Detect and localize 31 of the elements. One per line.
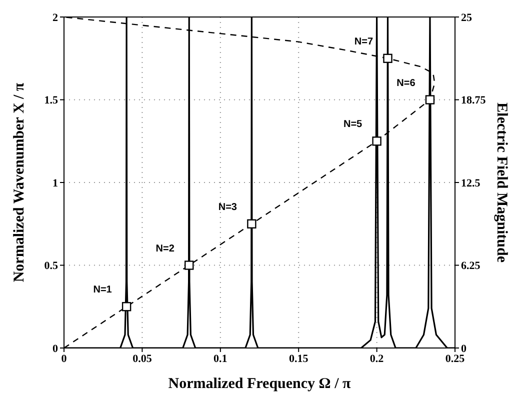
y2-tick-label: 0: [461, 342, 467, 355]
point: [383, 54, 392, 63]
point: [122, 302, 132, 312]
x-tick-label: 0.2: [370, 352, 384, 365]
x-tick-label: 0.1: [214, 352, 228, 365]
y-tick-label: 2: [52, 12, 58, 24]
y2-tick-label: 12.5: [461, 177, 481, 190]
x-axis-title: Normalized Frequency Ω / π: [168, 376, 352, 392]
x-tick-label: 0: [61, 352, 68, 365]
y-tick-label: 1.5: [44, 94, 58, 107]
y2-tick-label: 25: [461, 12, 472, 24]
x-tick-label: 0.25: [445, 352, 466, 365]
y-tick-label: 1: [52, 177, 58, 190]
point: [425, 95, 435, 104]
point: [184, 260, 194, 270]
y-tick-label: 0.5: [44, 260, 58, 272]
y-axis-title: Normalized Wavenumber X / π: [11, 82, 28, 282]
annotation: N=1: [93, 284, 112, 296]
y2-tick-label: 6.25: [461, 260, 481, 272]
point: [247, 219, 256, 228]
y2-tick-label: 18.75: [461, 94, 486, 107]
y2-axis-title: Electric Field Magnitude: [494, 102, 510, 263]
x-tick-label: 0.05: [132, 352, 152, 365]
annotation: N=2: [156, 243, 175, 254]
point: [372, 136, 382, 146]
annotation: N=6: [396, 78, 416, 89]
y-tick-label: 0: [52, 342, 58, 355]
annotation: N=7: [354, 36, 374, 48]
annotation: N=3: [218, 202, 238, 213]
annotation: N=5: [343, 119, 363, 130]
x-tick-label: 0.15: [288, 352, 309, 365]
